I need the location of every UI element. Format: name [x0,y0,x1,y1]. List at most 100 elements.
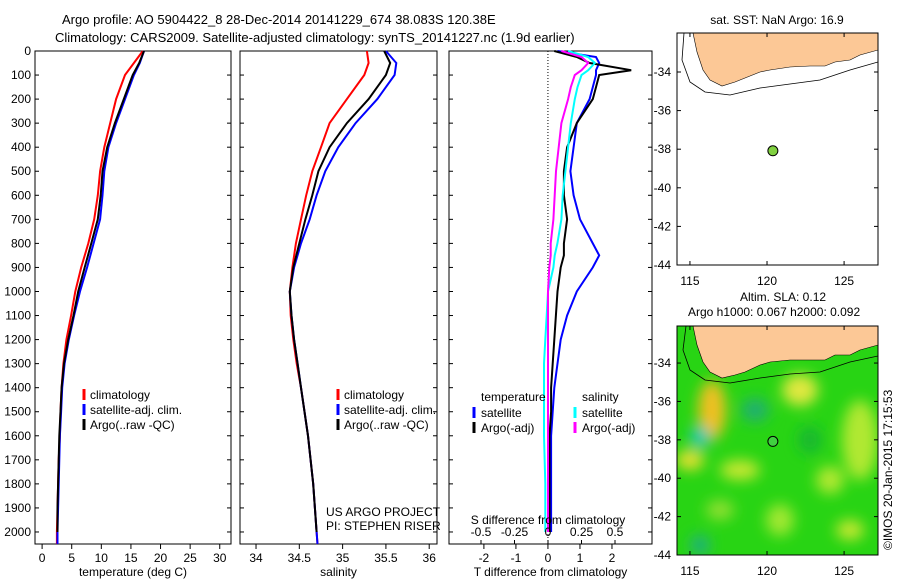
legend-label: Argo(-adj) [582,421,635,435]
depth-tick-label: 1000 [4,284,31,298]
sst-map-ytick-label: -42 [654,219,672,233]
depth-tick-label: 1800 [4,477,31,491]
difference-xtick-label: -1 [511,551,522,565]
sst-map-title: sat. SST: NaN Argo: 16.9 [710,13,844,27]
salinity-frame [239,50,438,545]
depth-tick-label: 600 [11,188,31,202]
sst-map-ytick-label: -38 [654,142,672,156]
sst-map-ytick-label: -40 [654,181,672,195]
series-s-argo--adj- [547,50,590,532]
depth-tick-label: 1500 [4,405,31,419]
sla-map-xtick-label: 125 [834,564,854,578]
sst-map-content [681,33,878,96]
sla-map-subtitle: Argo h1000: 0.067 h2000: 0.092 [688,305,860,319]
sla-map-ytick-label: -44 [654,548,672,562]
depth-tick-label: 1900 [4,501,31,515]
depth-tick-label: 500 [11,164,31,178]
depth-tick-label: 1100 [5,309,31,323]
depth-tick-label: 1700 [4,453,31,467]
sla-map-xtick-label: 120 [757,564,777,578]
sst-map-ytick-label: -44 [654,258,672,272]
depth-tick-label: 200 [11,92,31,106]
depth-tick-label: 1600 [4,429,31,443]
s-xtick-label: 0.25 [570,525,594,539]
series-climatology [288,50,370,545]
depth-tick-label: 2000 [4,525,31,539]
temperature-xtick-label: 10 [95,551,109,565]
legend-label: Argo(-adj) [481,421,534,435]
salinity-xtick-label: 36 [423,551,437,565]
temperature-xtick-label: 25 [183,551,197,565]
series-argo---raw--qc- [288,50,392,533]
sla-map-title: Altim. SLA: 0.12 [740,290,826,304]
sla-map-ytick-label: -36 [654,394,672,408]
difference-xtick-label: -2 [479,551,490,565]
s-xtick-label: -0.5 [471,525,492,539]
sst-land [692,33,878,87]
legend-label: climatology [90,388,150,402]
s-xtick-label: -0.25 [501,525,529,539]
legend-label: Argo(..raw -QC) [344,418,429,432]
sla-map-ytick-label: -38 [654,433,672,447]
legend-label: satellite-adj. clim. [90,403,182,417]
difference-frame [448,50,653,545]
salinity-xtick-label: 35.5 [374,551,398,565]
legend-header-temperature: temperature [481,390,546,404]
salinity-xtick-label: 34 [249,551,263,565]
sst-isobath [681,33,878,96]
salinity-xtick-label: 35 [336,551,350,565]
difference-xlabel: T difference from climatology [474,565,628,579]
temperature-xtick-label: 5 [68,551,75,565]
sla-map-ytick-label: -34 [654,356,672,370]
temperature-frame [34,50,232,545]
series-argo---raw--qc- [56,50,145,532]
sla-map-ytick-label: -42 [654,510,672,524]
legend-label: satellite-adj. clim. [344,403,436,417]
figure-title-line2: Climatology: CARS2009. Satellite-adjuste… [55,30,575,45]
salinity-xtick-label: 34.5 [288,551,312,565]
depth-tick-label: 900 [11,260,31,274]
series-satellite-adj--clim- [56,50,145,544]
difference-xtick-label: 0 [545,551,552,565]
legend-label: satellite [481,406,522,420]
s-xtick-label: 0.5 [607,525,624,539]
legend-header-salinity: salinity [582,390,619,404]
depth-tick-label: 400 [11,140,31,154]
project-annotation: PI: STEPHEN RISER [326,519,441,533]
sla-land [692,326,878,379]
depth-tick-label: 1300 [4,357,31,371]
s-xtick-label: 0 [545,525,552,539]
difference-xtick-label: 1 [577,551,584,565]
imos-credit: ©IMOS 20-Jan-2015 17:15:53 [881,389,895,550]
sla-heatmap [677,326,878,555]
sla-map-ytick-label: -40 [654,471,672,485]
sst-map-xtick-label: 115 [680,274,699,288]
sla-map-xtick-label: 115 [680,564,699,578]
temperature-xtick-label: 30 [213,551,227,565]
series-s-satellite [543,50,597,532]
depth-tick-label: 700 [11,212,31,226]
sla-isobath [682,326,878,384]
sst-map-xtick-label: 125 [834,274,854,288]
series-climatology [55,50,144,544]
depth-tick-label: 1400 [4,381,31,395]
series-t-satellite [550,50,601,532]
argo-float-marker [767,145,779,157]
legend-label: satellite [582,406,623,420]
sst-map-ytick-label: -34 [654,65,672,79]
series-satellite-adj--clim- [288,50,398,545]
series-t-argo--adj- [548,50,632,532]
figure-title-line1: Argo profile: AO 5904422_8 28-Dec-2014 2… [62,12,496,27]
temperature-xtick-label: 15 [124,551,138,565]
depth-tick-label: 1200 [4,333,31,347]
difference-xtick-label: 2 [609,551,616,565]
temperature-xtick-label: 0 [39,551,46,565]
depth-tick-label: 100 [11,68,31,82]
sst-map-xtick-label: 120 [757,274,777,288]
argo-float-marker [767,435,779,447]
legend-label: climatology [344,388,404,402]
sst-map-ytick-label: -36 [654,104,672,118]
sla-map-frame [676,325,879,556]
salinity-xlabel: salinity [320,565,357,579]
